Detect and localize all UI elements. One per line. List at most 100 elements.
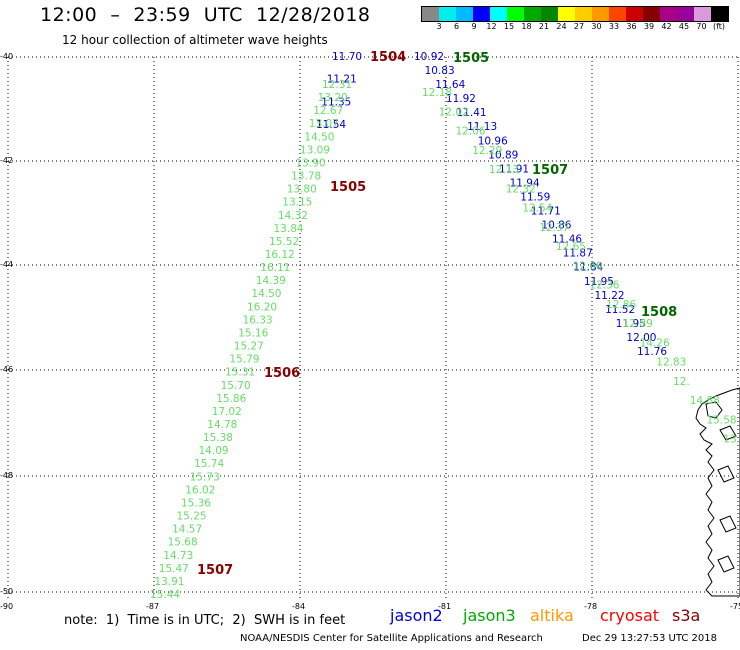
legend-tick-label: 18	[521, 22, 532, 31]
legend-swatch	[609, 7, 626, 21]
wave-height-label: 10.83	[425, 65, 455, 77]
wave-height-label: 15.36	[181, 498, 211, 510]
wave-height-label: 12.	[673, 376, 690, 388]
wave-height-label: 15.27	[234, 341, 264, 353]
legend-tick-label: 9	[471, 22, 477, 31]
legend-tick-label: (ft)	[712, 22, 726, 31]
wave-height-label: 14.88	[690, 395, 720, 407]
legend-tick-label: 24	[556, 22, 567, 31]
wave-height-label: 12.32	[506, 183, 536, 195]
wave-height-label: 15.38	[203, 432, 233, 444]
wave-height-label: 11.52	[605, 304, 635, 316]
wave-height-label: 12.13	[489, 164, 519, 176]
legend-swatch	[456, 7, 473, 21]
wave-height-label: 13.91	[154, 576, 184, 588]
wave-height-label: 17.02	[212, 406, 242, 418]
wave-height-label: 12.18	[422, 87, 452, 99]
legend-swatch	[626, 7, 643, 21]
wave-height-label: 16.02	[185, 484, 215, 496]
wave-height-label: 11.70	[332, 51, 362, 63]
wave-height-label: 14.39	[256, 275, 286, 287]
pass-number-label: 1505	[453, 51, 489, 66]
wave-height-label: 10.89	[488, 149, 518, 161]
wave-height-label: 11.91	[499, 163, 529, 175]
pass-number-label: 1506	[264, 366, 300, 381]
wave-height-label: 11.95	[584, 276, 614, 288]
wave-height-label: 11.22	[595, 290, 625, 302]
wave-height-label: 14.26	[640, 337, 670, 349]
wave-height-label: 15.70	[221, 380, 251, 392]
wave-height-label: 10.92	[414, 51, 444, 63]
wave-height-label: 15.74	[194, 458, 224, 470]
pass-number-label: 1508	[641, 305, 677, 320]
wave-height-label: 11.95	[616, 318, 646, 330]
wave-height-label: 12.06	[456, 126, 486, 138]
wave-height-label: 13.90	[296, 158, 326, 170]
wave-height-label: 11.71	[531, 206, 561, 218]
wave-height-label: 11.87	[563, 248, 593, 260]
wave-height-label: 14.57	[172, 524, 202, 536]
wave-height-label: 11.13	[467, 121, 497, 133]
wave-height-label: 14.78	[207, 419, 237, 431]
pass-number-label: 1507	[197, 563, 233, 578]
wave-height-label: 12.60	[573, 260, 603, 272]
latitude-tick-label: -44	[0, 260, 14, 269]
wave-height-label: 13.80	[287, 184, 317, 196]
wave-height-label: 13.84	[274, 223, 304, 235]
wave-height-label: 12.36	[589, 280, 619, 292]
wave-height-label: 11.84	[573, 262, 603, 274]
legend-tick-label: 6	[453, 22, 460, 31]
pass-number-label: 1505	[330, 180, 366, 195]
legend-tick-label: 33	[608, 22, 620, 31]
wave-height-label: 16.11	[260, 262, 290, 274]
legend-tick-label: 21	[538, 22, 550, 31]
wave-height-label: 12.89	[623, 318, 653, 330]
wave-height-label: 14.73	[163, 550, 193, 562]
longitude-tick-label: -75	[730, 602, 740, 611]
wave-height-label: 15.79	[229, 354, 259, 366]
legend-swatch	[473, 7, 490, 21]
wave-height-tracks: 11.70 11.21 11.35 11.54 12.3113.2012.6713.07…	[150, 51, 740, 601]
wave-height-label: 12.31	[322, 79, 352, 91]
latitude-tick-label: -40	[0, 52, 14, 61]
legend-tick-label: 27	[573, 22, 585, 31]
wave-height-label: 12.67	[313, 105, 343, 117]
wave-height-label: 15.52	[269, 236, 299, 248]
legend-swatch	[490, 7, 507, 21]
map-title: 12:00 – 23:59 UTC 12/28/2018	[40, 4, 371, 26]
legend-tick-label: 45	[678, 22, 690, 31]
wave-height-label: 11.21	[327, 74, 357, 86]
latitude-tick-label: -48	[0, 471, 14, 480]
color-legend	[421, 6, 729, 22]
wave-height-label: 11.54	[316, 119, 346, 131]
satellite-legend-item: jason2	[390, 606, 443, 625]
map-subtitle: 12 hour collection of altimeter wave hei…	[62, 33, 328, 47]
legend-tick-label: 42	[661, 22, 672, 31]
legend-tick-label: 39	[643, 22, 655, 31]
wave-height-label: 11.92	[446, 93, 476, 105]
color-legend-labels: 3 6 9 12 15 18 21 24 27 30 33 36 39 42 45 70 (ft)	[421, 22, 740, 34]
legend-swatch	[660, 7, 677, 21]
wave-height-label: 10.96	[478, 135, 508, 147]
legend-swatch	[592, 7, 609, 21]
legend-swatch	[524, 7, 541, 21]
wave-height-label: 14.50	[304, 131, 334, 143]
pass-labels: 1504 1505 1506 1507 1505 1507 1508	[197, 50, 677, 578]
latitude-tick-label: -50	[0, 587, 14, 596]
wave-height-label: 11.41	[457, 107, 487, 119]
wave-height-label: 12.29	[472, 145, 502, 157]
wave-height-label: 15.16	[238, 328, 268, 340]
wave-height-label: 13.96	[723, 434, 740, 446]
wave-height-label: 13.07	[309, 118, 339, 130]
wave-height-label: 12.37	[539, 222, 569, 234]
legend-swatch	[541, 7, 558, 21]
latitude-tick-label: -46	[0, 365, 14, 374]
wave-height-label: 12.83	[656, 357, 686, 369]
pass-number-label: 1504	[370, 50, 406, 65]
wave-height-label: 11.94	[510, 177, 540, 189]
legend-tick-label: 36	[626, 22, 637, 31]
legend-swatch	[677, 7, 694, 21]
wave-height-label: 14.50	[251, 288, 281, 300]
wave-height-label: 13.09	[300, 144, 330, 156]
